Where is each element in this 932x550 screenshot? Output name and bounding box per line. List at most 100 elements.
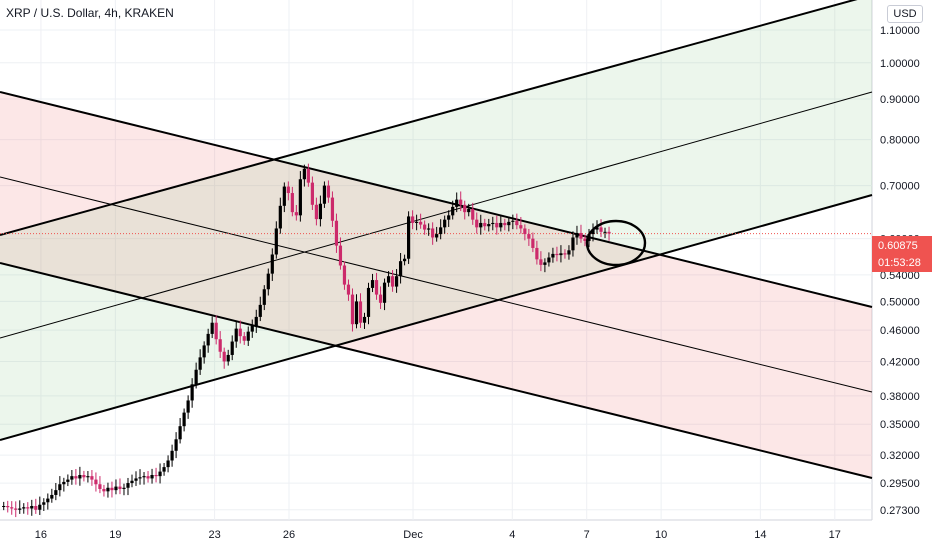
candle-body	[547, 257, 551, 263]
candle-body	[346, 284, 351, 295]
candle-body	[475, 219, 479, 228]
candle-body	[599, 227, 603, 232]
candle-body	[222, 351, 226, 362]
price-tag: 0.60875 01:53:28	[872, 236, 932, 272]
candle-body	[527, 234, 531, 239]
candle-body	[330, 197, 335, 221]
x-tick-label: 14	[754, 529, 766, 541]
candle-body	[298, 179, 302, 216]
candle-body	[358, 301, 363, 323]
x-tick-label: 10	[655, 529, 667, 541]
candle-body	[483, 222, 487, 227]
candle-body	[198, 357, 202, 370]
candle-body	[583, 238, 587, 241]
x-tick-label: 17	[829, 529, 841, 541]
candle-body	[78, 475, 82, 479]
candle-body	[270, 254, 274, 274]
candle-body	[523, 228, 527, 235]
candle-body	[595, 227, 599, 230]
candle-body	[178, 426, 182, 440]
candle-body	[282, 186, 286, 206]
candle-body	[190, 384, 194, 401]
candle-body	[2, 505, 6, 507]
candle-body	[266, 273, 270, 290]
candle-body	[443, 219, 447, 228]
x-tick-label: 4	[509, 529, 515, 541]
candle-body	[507, 221, 511, 226]
candle-body	[66, 479, 70, 482]
candle-body	[202, 345, 206, 358]
candle-body	[423, 224, 427, 230]
candle-body	[242, 336, 246, 341]
x-tick-label: 7	[584, 529, 590, 541]
candle-body	[182, 412, 186, 427]
candle-body	[210, 322, 214, 334]
grid-lines	[0, 0, 872, 520]
candle-body	[435, 234, 439, 238]
desc-lower-line	[0, 262, 873, 479]
candle-body	[22, 507, 26, 509]
candle-body	[106, 487, 110, 492]
candle-body	[250, 325, 254, 332]
candle-body	[30, 505, 34, 509]
candle-body	[46, 498, 50, 503]
candle-body	[407, 216, 411, 259]
candle-body	[495, 222, 499, 228]
asc-lower-line	[0, 194, 873, 441]
y-tick-label: 0.70000	[880, 181, 920, 193]
candle-body	[122, 487, 126, 489]
x-tick-label: 23	[208, 529, 220, 541]
candle-body	[34, 505, 38, 510]
y-tick-label: 0.46000	[880, 325, 920, 337]
candle-body	[70, 476, 74, 480]
candle-body	[58, 484, 62, 491]
candle-body	[491, 222, 495, 225]
candle-body	[455, 199, 459, 207]
candle-body	[82, 475, 86, 478]
candle-body	[94, 479, 98, 485]
candle-body	[10, 507, 14, 509]
x-axis: 16 19 23 26 Dec 4 7 10 14 17	[35, 529, 841, 541]
candle-body	[571, 237, 575, 251]
candle-body	[114, 486, 118, 491]
candle-body	[531, 238, 535, 248]
candle-body	[382, 282, 387, 303]
x-tick-label: 16	[35, 529, 47, 541]
candle-body	[110, 487, 114, 491]
candle-body	[463, 204, 467, 213]
candle-body	[362, 316, 367, 323]
y-tick-label: 0.35000	[880, 419, 920, 431]
candle-body	[278, 205, 282, 229]
candle-body	[411, 216, 415, 223]
y-tick-label: 0.54000	[880, 270, 920, 282]
candle-body	[18, 508, 22, 510]
candle-body	[118, 486, 122, 489]
candle-body	[459, 199, 463, 205]
candle-body	[38, 504, 42, 510]
x-tick-label: 26	[283, 529, 295, 541]
candle-body	[154, 475, 158, 477]
candle-body	[543, 262, 547, 265]
currency-button[interactable]: USD	[887, 5, 923, 23]
candle-body	[499, 222, 503, 228]
candle-body	[378, 294, 383, 303]
candle-body	[370, 280, 375, 288]
y-tick-label: 0.27300	[880, 505, 920, 517]
candle-body	[511, 220, 515, 222]
y-tick-label: 0.50000	[880, 296, 920, 308]
candle-body	[102, 488, 106, 492]
candle-body	[535, 247, 539, 260]
candle-body	[479, 222, 483, 228]
candle-body	[234, 328, 238, 342]
x-tick-label: 19	[109, 529, 121, 541]
candle-body	[274, 228, 278, 255]
candle-body	[487, 224, 491, 227]
channel-lines	[0, 0, 873, 479]
candle-body	[338, 245, 343, 266]
candle-body	[354, 301, 359, 325]
candle-body	[262, 289, 266, 305]
price-tag-bg	[872, 236, 932, 272]
candle-body	[166, 460, 170, 468]
candle-body	[134, 478, 138, 481]
